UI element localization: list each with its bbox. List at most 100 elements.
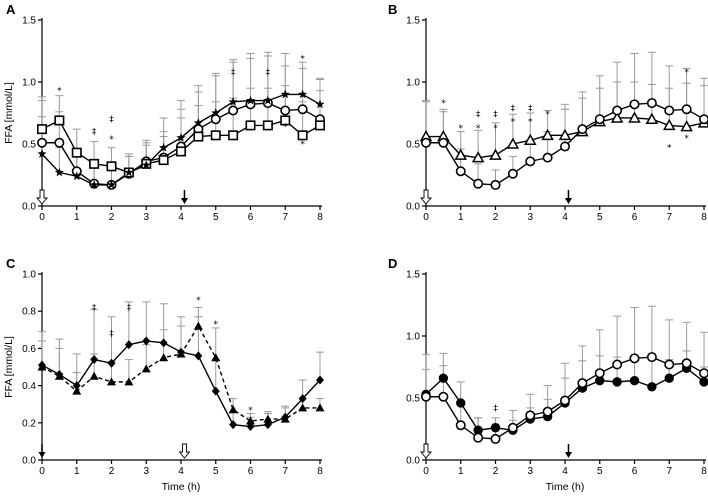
circle-marker [559,395,570,406]
x-tick-label: 8 [317,466,323,477]
panel-letter: A [6,2,16,17]
significance-marker: ‡ [476,110,481,120]
x-tick-label: 1 [458,466,464,477]
circle-marker [507,168,518,179]
star-marker [124,167,134,177]
diamond-marker [159,338,168,348]
error-bars-circle [422,51,708,185]
x-axis-title: Time (h) [546,481,585,493]
circle-marker [455,166,466,177]
x-tick-label: 5 [213,212,219,223]
significance-marker: * [283,123,288,133]
star-marker [263,95,273,105]
diamond-marker [298,394,307,404]
significance-marker: ‡ [528,104,533,114]
star-marker [193,118,203,127]
panel-c: C 0.0 0.2 0.4 0.6 0.8 1.0 0 1 2 3 4 5 6 7 8 FFA [mmol/L]… [3,256,325,493]
significance-marker: * [300,54,305,64]
open-arrow-icon [420,189,432,205]
y-tick-label: 0.8 [22,307,36,318]
x-tick-label: 4 [178,212,184,223]
circle-marker [525,410,536,421]
diamond-marker [90,355,99,365]
circle-marker [664,359,675,370]
open-triangle-marker [628,111,641,123]
series-points-circle [420,98,708,190]
star-marker [245,95,256,105]
x-tick-label: 3 [143,466,149,477]
x-tick-label: 0 [423,466,429,477]
y-tick-label: 1.5 [406,270,420,281]
filled-triangle-marker [141,364,151,373]
filled-triangle-marker [246,416,255,425]
circle-marker [490,433,501,444]
circle-marker [525,156,536,167]
y-tick-label: 0.4 [22,381,36,392]
x-tick-label: 7 [666,466,672,477]
filled-triangle-marker [54,371,64,380]
circle-marker [420,137,431,148]
diamond-marker [124,340,133,350]
significance-marker: * [684,68,689,78]
circle-marker [577,124,588,135]
filled-circle-marker [612,377,622,387]
open-triangle-marker [489,148,502,160]
filled-triangle-marker [159,353,169,362]
circle-marker [629,353,640,364]
open-arrow-icon [178,443,191,459]
x-tick-label: 3 [527,212,533,223]
square-marker [262,120,273,131]
significance-marker: * [528,118,533,128]
square-marker [280,115,291,126]
significance-marker: ‡ [127,303,132,313]
circle-marker [36,137,47,148]
panel-letter: C [6,256,16,271]
x-tick-label: 0 [39,466,45,477]
x-axis-title: Time (h) [162,481,201,493]
circle-marker [228,105,239,116]
circle-marker [629,99,640,110]
x-tick-label: 8 [701,466,707,477]
series-points-open-circle [420,352,708,444]
circle-marker [542,152,553,163]
y-tick-label: 1.5 [22,16,36,27]
error-bars-diamond [38,301,324,427]
filled-arrow-icon [564,198,572,204]
open-triangle-marker [610,111,624,123]
y-tick-label: 1.0 [22,78,36,89]
circle-marker [594,368,605,379]
open-triangle-marker [541,128,554,141]
star-marker [211,108,221,117]
square-marker [210,130,221,141]
filled-arrow-icon [564,452,572,458]
square-marker [193,131,204,142]
open-triangle-marker [645,112,659,124]
diamond-marker [211,386,220,396]
significance-marker: ‡ [511,104,516,114]
open-triangle-marker [680,120,693,132]
square-marker [297,130,308,141]
y-tick-label: 0.0 [406,202,420,213]
circle-marker [646,98,657,109]
open-triangle-marker [471,151,485,163]
x-tick-label: 4 [562,466,568,477]
open-triangle-marker [506,137,520,149]
x-tick-label: 2 [493,466,499,477]
significance-marker: * [196,296,201,306]
x-tick-label: 3 [527,466,533,477]
filled-triangle-marker [228,405,238,414]
filled-triangle-marker [107,377,116,386]
x-tick-label: 7 [282,466,288,477]
star-marker [176,133,186,142]
filled-triangle-marker [263,414,273,423]
y-tick-label: 1.0 [406,78,420,89]
circle-marker [507,422,518,433]
filled-circle-marker [664,373,674,383]
y-tick-label: 0.0 [22,456,36,467]
significance-marker: ‡ [493,404,498,414]
diamond-marker [72,381,81,391]
significance-marker: * [545,110,550,120]
diamond-marker [229,420,238,430]
y-tick-label: 0.0 [406,456,420,467]
star-marker [106,180,117,189]
